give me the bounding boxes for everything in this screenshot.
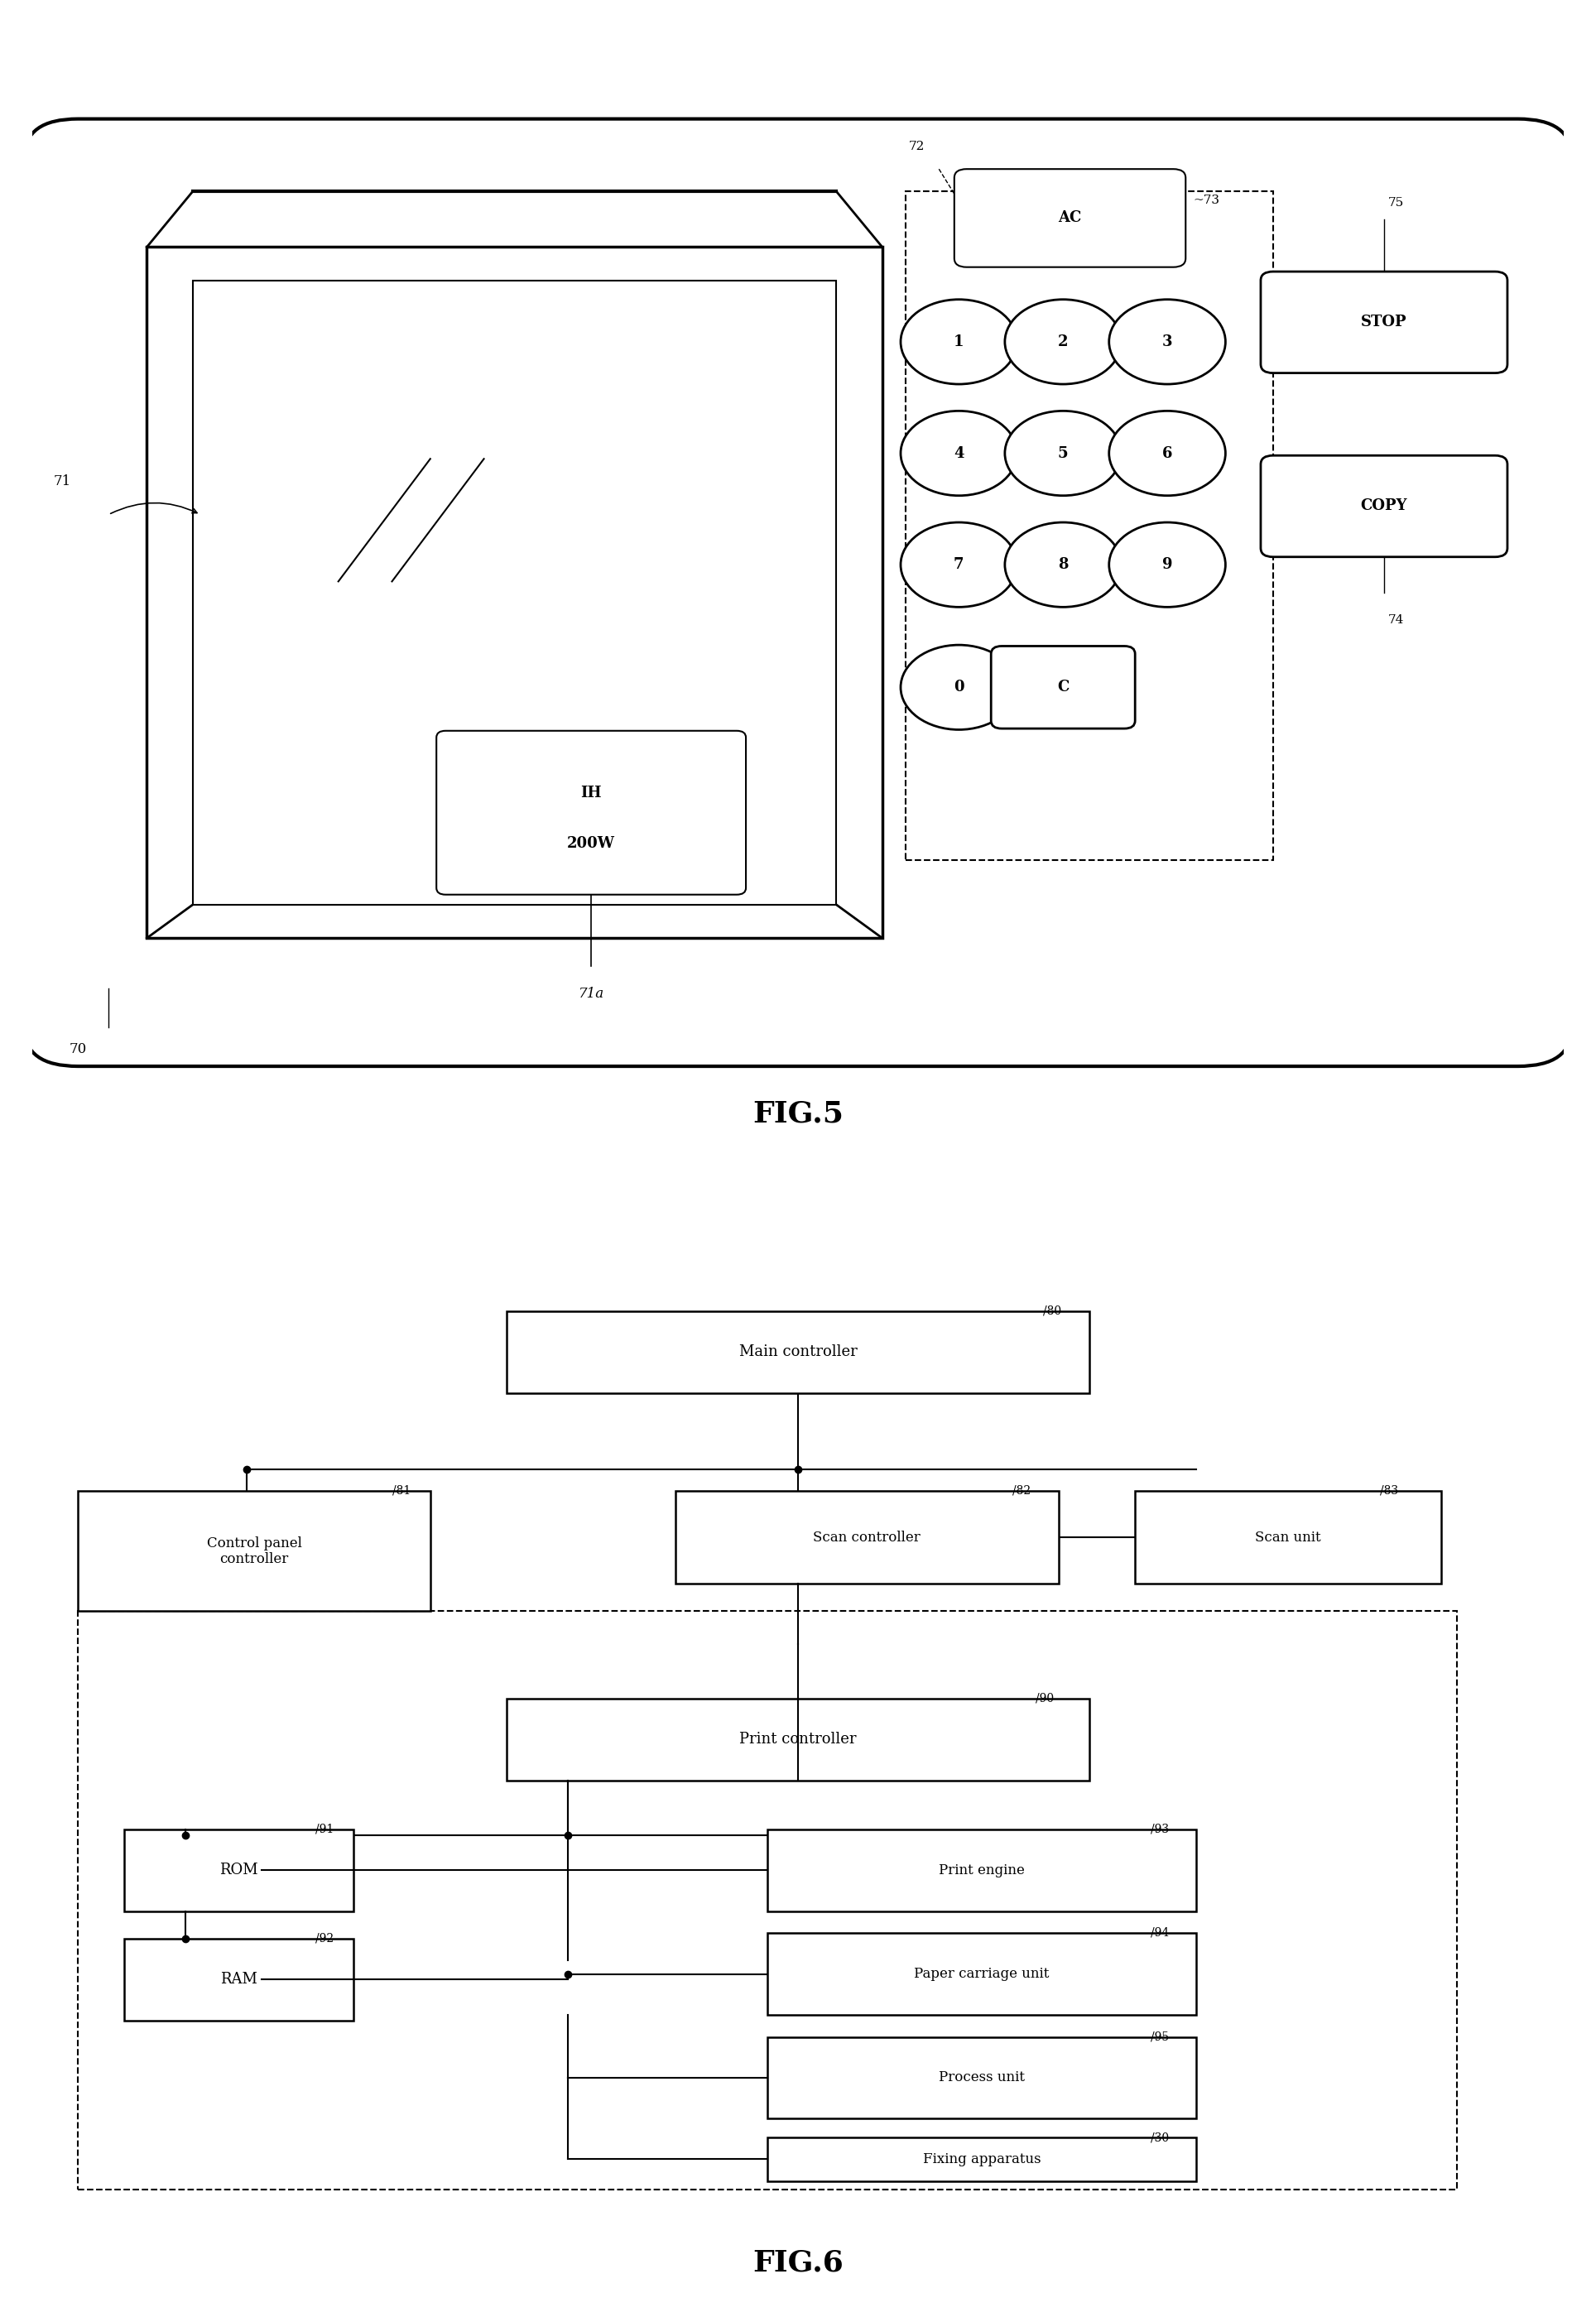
Text: IH: IH (581, 785, 602, 801)
Text: 71a: 71a (578, 987, 603, 1001)
Text: Print engine: Print engine (938, 1862, 1025, 1878)
Text: C: C (1057, 680, 1069, 694)
Bar (675, 1491, 1058, 1584)
Text: Control panel
controller: Control panel controller (206, 1537, 302, 1567)
Text: 3: 3 (1162, 334, 1173, 348)
Text: 8: 8 (1058, 557, 1068, 571)
Bar (78, 1491, 431, 1611)
Text: Scan unit: Scan unit (1256, 1530, 1321, 1544)
Circle shape (1109, 522, 1226, 606)
Text: 70: 70 (69, 1043, 86, 1057)
Text: /30: /30 (1151, 2132, 1168, 2143)
Text: 200W: 200W (567, 836, 614, 850)
Text: 72: 72 (908, 142, 924, 153)
Circle shape (1005, 522, 1122, 606)
Text: 6: 6 (1162, 446, 1173, 460)
Text: 4: 4 (954, 446, 964, 460)
Bar (508, 1312, 1088, 1393)
Text: FIG.6: FIG.6 (753, 2248, 843, 2278)
FancyBboxPatch shape (24, 118, 1572, 1066)
Bar (508, 1700, 1088, 1781)
FancyBboxPatch shape (954, 170, 1186, 267)
Text: Scan controller: Scan controller (814, 1530, 921, 1544)
Text: /83: /83 (1381, 1486, 1398, 1498)
Circle shape (900, 646, 1017, 729)
Text: COPY: COPY (1361, 499, 1408, 513)
Text: 2: 2 (1058, 334, 1068, 348)
Bar (768, 1830, 1197, 1911)
Text: Fixing apparatus: Fixing apparatus (922, 2152, 1041, 2166)
Text: 74: 74 (1389, 615, 1404, 627)
Bar (905, 190, 1274, 859)
Text: /95: /95 (1151, 2032, 1168, 2043)
Text: /80: /80 (1044, 1305, 1061, 1317)
Text: /92: /92 (316, 1932, 334, 1944)
Text: /82: /82 (1012, 1486, 1031, 1498)
Text: ~73: ~73 (1194, 195, 1219, 207)
Text: 1: 1 (954, 334, 964, 348)
Circle shape (900, 300, 1017, 383)
Text: 9: 9 (1162, 557, 1173, 571)
Bar (147, 246, 883, 938)
FancyBboxPatch shape (1261, 455, 1507, 557)
Bar (768, 1934, 1197, 2015)
Circle shape (900, 522, 1017, 606)
Text: AC: AC (1058, 211, 1082, 225)
Text: /93: /93 (1151, 1823, 1168, 1834)
Circle shape (900, 411, 1017, 495)
Bar (124, 1939, 354, 2020)
Text: RAM: RAM (220, 1971, 257, 1988)
Text: 75: 75 (1389, 197, 1404, 209)
Text: Print controller: Print controller (739, 1732, 857, 1746)
Text: /90: /90 (1036, 1693, 1053, 1704)
Bar (78, 1611, 1457, 2190)
Text: 71: 71 (54, 474, 72, 488)
Bar (768, 2036, 1197, 2118)
Text: 5: 5 (1058, 446, 1068, 460)
Bar (768, 2136, 1197, 2180)
Circle shape (1109, 411, 1226, 495)
Text: 7: 7 (954, 557, 964, 571)
Text: ROM: ROM (220, 1862, 259, 1878)
FancyBboxPatch shape (1261, 272, 1507, 374)
Bar (124, 1830, 354, 1911)
Text: /81: /81 (393, 1486, 410, 1498)
Circle shape (1005, 411, 1122, 495)
Text: 0: 0 (954, 680, 964, 694)
Text: Main controller: Main controller (739, 1344, 857, 1358)
Text: STOP: STOP (1361, 316, 1408, 330)
Text: /94: /94 (1151, 1927, 1168, 1939)
Text: FIG.5: FIG.5 (752, 1098, 844, 1128)
Bar (1135, 1491, 1441, 1584)
Circle shape (1005, 300, 1122, 383)
Bar (193, 281, 836, 906)
Text: Paper carriage unit: Paper carriage unit (915, 1967, 1050, 1981)
FancyBboxPatch shape (436, 731, 745, 894)
FancyBboxPatch shape (991, 646, 1135, 729)
Circle shape (1109, 300, 1226, 383)
Text: Process unit: Process unit (938, 2071, 1025, 2085)
Text: /91: /91 (316, 1823, 334, 1834)
